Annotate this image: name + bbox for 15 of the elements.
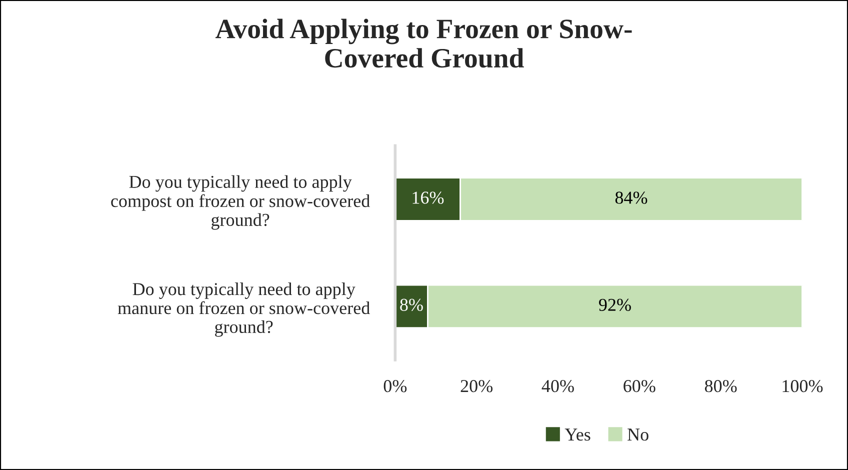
chart-title: Avoid Applying to Frozen or Snow- Covered Ground [216,18,632,68]
x-tick-label: 100% [782,380,823,392]
legend-label: No [628,428,648,441]
y-tick-label: Do you typically need to apply compost on frozen or snow-covered ground? [111,175,370,230]
data-label: 92% [599,298,631,312]
legend-label: Yes [564,428,590,441]
x-tick-label: 40% [542,380,574,392]
x-tick-label: 20% [460,380,493,392]
x-tick-label: 60% [624,380,656,392]
data-label: 8% [400,298,423,312]
data-label: 16% [412,192,444,204]
y-tick-label: Do you typically need to apply manure on frozen or snow-covered ground? [118,282,370,337]
x-tick-label: 80% [704,380,737,392]
x-tick-label: 0% [384,380,407,392]
data-label: 84% [615,192,648,204]
